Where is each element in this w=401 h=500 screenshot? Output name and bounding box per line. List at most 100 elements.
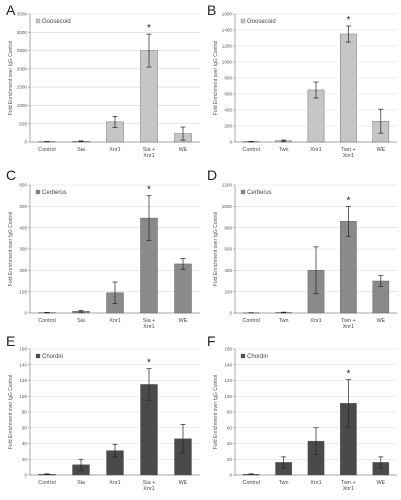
y-tick-label: 100 <box>19 394 27 399</box>
y-tick-label: 40 <box>22 441 28 446</box>
y-tick-label: 0 <box>24 473 27 478</box>
x-tick-label: Sia + Xnr1 <box>143 318 155 330</box>
y-tick-label: 100 <box>19 289 27 294</box>
y-tick-label: 800 <box>224 225 232 230</box>
y-tick-label: 0 <box>229 311 232 316</box>
x-tick-label: Xnr1 <box>310 147 321 153</box>
x-tick-label: Twn <box>279 480 289 486</box>
y-tick-label: 120 <box>224 378 232 383</box>
y-tick-label: 3500 <box>17 12 28 17</box>
x-tick-label: Twn + Xnr1 <box>341 480 356 492</box>
y-tick-label: 40 <box>227 441 233 446</box>
y-tick-label: 1200 <box>222 183 233 188</box>
x-tick-label: Sia <box>77 147 85 153</box>
y-tick-label: 140 <box>224 362 232 367</box>
x-tick-label: Sia <box>77 318 85 324</box>
y-tick-label: 60 <box>227 425 233 430</box>
y-tick-label: 2000 <box>17 66 28 71</box>
significance-marker: * <box>147 23 151 34</box>
bar-chart: 0 500 1000 1500 2000 2500 3000 3500 Fold Enrichm… <box>8 12 200 159</box>
chart-panel-e: E 0 20 40 60 80 100 120 140 160 Fold Enrichment ov… <box>0 333 200 500</box>
panel-letter: C <box>6 167 17 183</box>
legend-swatch <box>35 189 41 195</box>
y-tick-label: 80 <box>22 410 28 415</box>
y-tick-label: 300 <box>19 247 27 252</box>
panel-letter: B <box>207 2 217 18</box>
y-tick-label: 1000 <box>222 60 233 65</box>
y-axis-label: Fold Enrichment over IgG Control <box>213 41 219 115</box>
legend-swatch <box>240 189 246 195</box>
x-tick-label: Control <box>38 147 55 153</box>
x-tick-label: Xnr1 <box>109 147 120 153</box>
y-tick-label: 600 <box>224 247 232 252</box>
y-tick-label: 400 <box>224 268 232 273</box>
x-tick-label: WE <box>179 147 188 153</box>
y-tick-label: 600 <box>19 183 27 188</box>
y-tick-label: 0 <box>229 473 232 478</box>
y-tick-label: 200 <box>224 289 232 294</box>
x-tick-label: WE <box>376 480 385 486</box>
legend-label: Chordin <box>247 354 268 360</box>
y-tick-label: 800 <box>224 76 232 81</box>
x-tick-label: Twn + Xnr1 <box>341 318 356 330</box>
bar-chart: 0 100 200 300 400 500 600 Fold Enrichment over … <box>8 183 200 330</box>
x-tick-label: Xnr1 <box>310 318 321 324</box>
y-tick-label: 160 <box>224 347 232 352</box>
y-tick-label: 0 <box>24 311 27 316</box>
x-tick-label: Xnr1 <box>109 318 120 324</box>
x-tick-label: Sia <box>77 480 85 486</box>
bar-chart: 0 20 40 60 80 100 120 140 160 Fold Enrichment ove… <box>213 347 397 492</box>
y-tick-label: 20 <box>227 457 233 462</box>
legend-swatch <box>35 18 41 24</box>
y-tick-label: 0 <box>24 140 27 145</box>
x-tick-label: Twn + Xnr1 <box>341 147 356 159</box>
legend-label: Goosecoid <box>42 19 71 25</box>
y-tick-label: 1600 <box>222 12 233 17</box>
bar <box>174 263 192 314</box>
x-tick-label: WE <box>376 147 385 153</box>
panel-letter: E <box>6 333 16 349</box>
x-tick-label: Sia + Xnr1 <box>143 480 155 492</box>
x-tick-label: Xnr1 <box>109 480 120 486</box>
x-tick-label: Control <box>243 147 260 153</box>
y-axis-label: Fold Enrichment over IgG Control <box>213 212 219 286</box>
x-tick-label: Xnr1 <box>310 480 321 486</box>
y-tick-label: 160 <box>19 347 27 352</box>
y-axis-label: Fold Enrichment over IgG Control <box>8 375 14 449</box>
panel-letter: F <box>207 333 216 349</box>
legend-swatch <box>35 353 41 359</box>
x-tick-label: Twn <box>279 147 289 153</box>
panel-letter: A <box>6 2 16 18</box>
y-tick-label: 140 <box>19 362 27 367</box>
significance-marker: * <box>346 195 350 206</box>
y-tick-label: 120 <box>19 378 27 383</box>
y-tick-label: 1000 <box>222 204 233 209</box>
legend-label: Cerberus <box>42 190 67 196</box>
legend-label: Cerberus <box>247 190 272 196</box>
x-tick-label: Control <box>38 318 55 324</box>
y-tick-label: 1400 <box>222 28 233 33</box>
x-tick-label: Control <box>243 480 260 486</box>
y-tick-label: 1500 <box>17 85 28 90</box>
bar-chart: 0 200 400 600 800 1000 1200 Fold Enrichment ove… <box>213 183 397 330</box>
legend-label: Goosecoid <box>247 19 276 25</box>
y-tick-label: 200 <box>224 124 232 129</box>
y-tick-label: 1000 <box>17 103 28 108</box>
y-axis-label: Fold Enrichment over IgG Control <box>8 212 14 286</box>
legend-swatch <box>240 353 246 359</box>
y-tick-label: 500 <box>19 121 27 126</box>
y-tick-label: 3000 <box>17 30 28 35</box>
x-tick-label: WE <box>376 318 385 324</box>
y-tick-label: 2500 <box>17 48 28 53</box>
y-tick-label: 600 <box>224 92 232 97</box>
bar <box>340 33 357 143</box>
y-tick-label: 500 <box>19 204 27 209</box>
chart-panel-f: F 0 20 40 60 80 100 120 140 160 Fold Enrichment ov… <box>201 333 401 500</box>
chart-panel-d: D 0 200 400 600 800 1000 1200 Fold Enrichment ov… <box>201 165 401 330</box>
chart-panel-a: A 0 500 1000 1500 2000 2500 3000 3500 Fold Enrich… <box>0 0 200 165</box>
y-tick-label: 400 <box>224 108 232 113</box>
significance-marker: * <box>147 185 151 196</box>
x-tick-label: Control <box>243 318 260 324</box>
x-tick-label: Control <box>38 480 55 486</box>
x-tick-label: WE <box>179 318 188 324</box>
